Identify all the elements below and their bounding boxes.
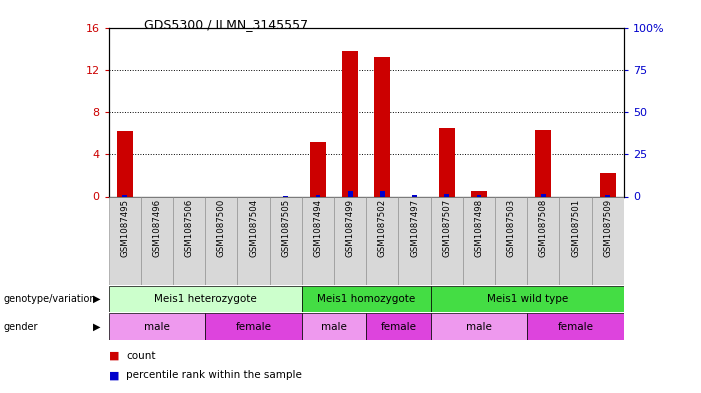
Text: GSM1087509: GSM1087509 [604, 199, 612, 257]
Bar [439, 128, 455, 196]
Bar [270, 196, 302, 285]
Text: Meis1 homozygote: Meis1 homozygote [317, 294, 416, 304]
Bar [109, 196, 141, 285]
Bar [412, 195, 417, 196]
Text: male: male [466, 321, 492, 332]
Text: GSM1087504: GSM1087504 [249, 199, 258, 257]
Text: male: male [321, 321, 347, 332]
Bar [471, 191, 487, 196]
Text: GSM1087500: GSM1087500 [217, 199, 226, 257]
Bar [541, 195, 546, 196]
Bar [430, 313, 527, 340]
Bar [495, 196, 527, 285]
Text: Meis1 wild type: Meis1 wild type [486, 294, 568, 304]
Bar [592, 196, 624, 285]
Bar [302, 313, 367, 340]
Text: male: male [144, 321, 170, 332]
Bar [536, 130, 552, 196]
Bar [367, 313, 430, 340]
Text: GSM1087507: GSM1087507 [442, 199, 451, 257]
Text: Meis1 heterozygote: Meis1 heterozygote [154, 294, 257, 304]
Text: genotype/variation: genotype/variation [4, 294, 96, 304]
Text: female: female [381, 321, 416, 332]
Text: gender: gender [4, 321, 38, 332]
Text: female: female [557, 321, 594, 332]
Bar [367, 196, 398, 285]
Bar [380, 191, 385, 196]
Bar [444, 194, 449, 196]
Bar [477, 195, 482, 196]
Bar [123, 195, 127, 196]
Text: GSM1087497: GSM1087497 [410, 199, 419, 257]
Bar [173, 196, 205, 285]
Bar [302, 196, 334, 285]
Text: GSM1087495: GSM1087495 [121, 199, 129, 257]
Text: GSM1087508: GSM1087508 [539, 199, 548, 257]
Text: GSM1087501: GSM1087501 [571, 199, 580, 257]
Bar [109, 313, 205, 340]
Bar [463, 196, 495, 285]
Text: ▶: ▶ [93, 321, 100, 332]
Bar [527, 313, 624, 340]
Text: GDS5300 / ILMN_3145557: GDS5300 / ILMN_3145557 [144, 18, 308, 31]
Text: GSM1087499: GSM1087499 [346, 199, 355, 257]
Bar [116, 131, 132, 196]
Bar [374, 57, 390, 196]
Bar [430, 286, 624, 312]
Text: ■: ■ [109, 351, 119, 361]
Bar [141, 196, 173, 285]
Bar [310, 141, 326, 196]
Text: GSM1087496: GSM1087496 [152, 199, 161, 257]
Bar [334, 196, 366, 285]
Text: female: female [236, 321, 271, 332]
Text: ■: ■ [109, 370, 119, 380]
Text: GSM1087505: GSM1087505 [281, 199, 290, 257]
Bar [600, 173, 616, 196]
Bar [430, 196, 463, 285]
Bar [205, 196, 238, 285]
Text: GSM1087494: GSM1087494 [313, 199, 322, 257]
Text: GSM1087498: GSM1087498 [475, 199, 484, 257]
Bar [302, 286, 430, 312]
Bar [398, 196, 430, 285]
Text: percentile rank within the sample: percentile rank within the sample [126, 370, 302, 380]
Bar [342, 51, 358, 196]
Bar [109, 286, 302, 312]
Text: GSM1087506: GSM1087506 [184, 199, 193, 257]
Text: count: count [126, 351, 156, 361]
Text: GSM1087502: GSM1087502 [378, 199, 387, 257]
Bar [527, 196, 559, 285]
Bar [238, 196, 270, 285]
Bar [315, 195, 320, 196]
Bar [205, 313, 302, 340]
Bar [559, 196, 592, 285]
Text: ▶: ▶ [93, 294, 100, 304]
Bar [606, 195, 610, 196]
Bar [348, 191, 353, 196]
Text: GSM1087503: GSM1087503 [507, 199, 516, 257]
